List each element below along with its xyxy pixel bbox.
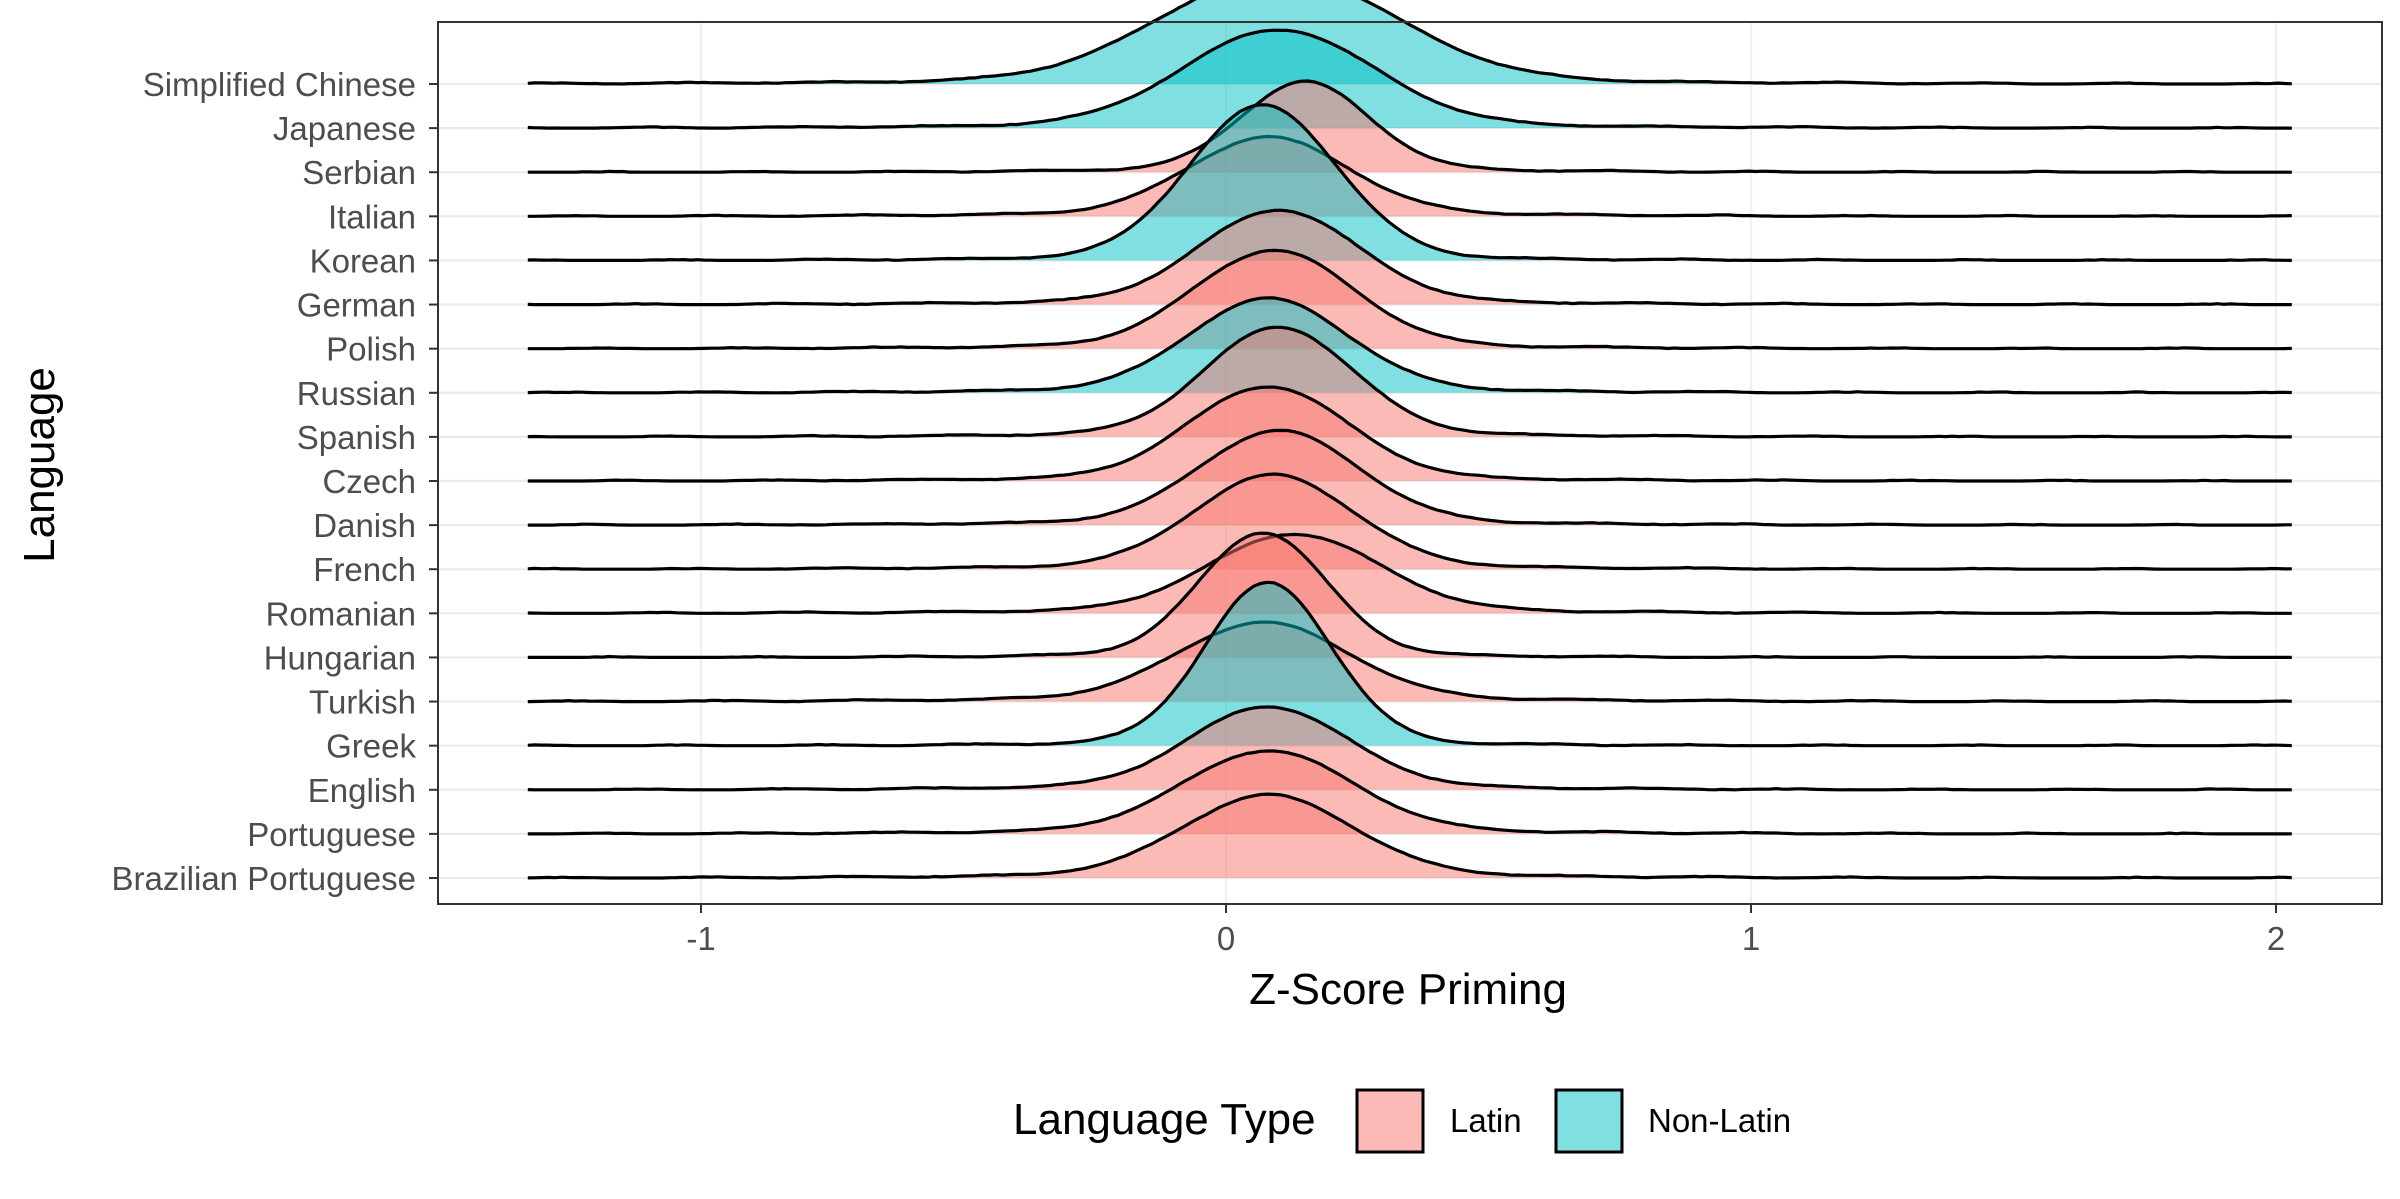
legend-title: Language Type	[1013, 1095, 1316, 1144]
y-tick-label: Romanian	[266, 595, 416, 632]
ridge-english	[527, 705, 2292, 792]
y-tick-label: Italian	[328, 198, 416, 235]
ridge-outline	[527, 620, 2292, 704]
ridge-outline	[527, 79, 2292, 174]
legend: Language Type Latin Non-Latin	[1013, 1088, 1791, 1154]
ridge-outline	[527, 103, 2292, 262]
ridge-fill	[527, 136, 2292, 217]
ridge-outline	[527, 428, 2292, 527]
ridge-fill	[527, 707, 2292, 790]
y-tick-label: Serbian	[302, 154, 416, 191]
y-tick-label: Portuguese	[247, 816, 416, 853]
x-tick-label: 2	[2267, 920, 2285, 957]
y-axis-title: Language	[15, 367, 64, 563]
legend-key-latin	[1355, 1088, 1425, 1154]
x-axis: -1 0 1 2	[686, 904, 2285, 957]
x-tick-label: 0	[1217, 920, 1235, 957]
legend-key-non-latin	[1554, 1088, 1624, 1154]
panel-border-rect	[437, 21, 2383, 905]
ridge-outline	[527, 296, 2292, 395]
ridge-outline	[527, 325, 2292, 439]
legend-label-non-latin: Non-Latin	[1648, 1102, 1791, 1139]
ridge-outline	[527, 0, 2292, 86]
y-tick-label: Turkish	[309, 684, 416, 721]
y-tick-label: Russian	[297, 375, 416, 412]
ridge-fill	[527, 297, 2292, 393]
ridge-russian	[527, 296, 2292, 395]
ridge-outline	[527, 749, 2292, 836]
x-tick-label: 1	[1742, 920, 1760, 957]
y-tick-label: English	[308, 772, 416, 809]
ridge-outline	[527, 532, 2292, 615]
ridge-italian	[527, 134, 2292, 218]
ridge-fill	[527, 0, 2292, 84]
ridge-outline	[527, 580, 2292, 748]
ridge-hungarian	[527, 531, 2292, 659]
ridge-outline	[527, 28, 2292, 130]
y-tick-label: Polish	[326, 331, 416, 368]
ridge-greek	[527, 580, 2292, 748]
ridge-fill	[527, 30, 2292, 129]
ridge-fill	[527, 81, 2292, 173]
y-tick-label: Brazilian Portuguese	[111, 860, 416, 897]
y-tick-label: German	[297, 287, 416, 324]
ridge-fill	[527, 794, 2292, 878]
plot-border	[437, 21, 2383, 905]
x-tick-label: -1	[686, 920, 715, 957]
ridge-outline	[527, 385, 2292, 483]
ridge-czech	[527, 385, 2292, 483]
y-tick-label: Greek	[326, 728, 416, 765]
y-tick-label: Hungarian	[264, 639, 416, 676]
y-tick-label: French	[313, 551, 416, 588]
y-tick-label: Spanish	[297, 419, 416, 456]
ridge-french	[527, 472, 2292, 571]
ridge-fill	[527, 622, 2292, 702]
ridge-fill	[527, 534, 2292, 614]
ridge-polish	[527, 248, 2292, 351]
ridge-outline	[527, 208, 2292, 307]
ridge-outline	[527, 531, 2292, 659]
y-tick-label: Simplified Chinese	[143, 66, 416, 103]
ridge-fill	[527, 250, 2292, 349]
ridge-outline	[527, 472, 2292, 571]
ridge-serbian	[527, 79, 2292, 174]
ridge-fill	[527, 430, 2292, 526]
ridge-outline	[527, 705, 2292, 792]
ridge-outline	[527, 792, 2292, 880]
x-axis-title: Z-Score Priming	[1249, 965, 1567, 1014]
ridge-turkish	[527, 620, 2292, 704]
ridge-fill	[527, 751, 2292, 834]
ridge-japanese	[527, 28, 2292, 130]
ridge-portuguese	[527, 749, 2292, 836]
ridge-romanian	[527, 532, 2292, 615]
ridge-spanish	[527, 325, 2292, 439]
ridge-simplified-chinese	[527, 0, 2292, 86]
density-ridges	[527, 0, 2292, 880]
y-tick-label: Czech	[322, 463, 416, 500]
ridge-outline	[527, 134, 2292, 218]
y-tick-label: Danish	[313, 507, 416, 544]
ridge-german	[527, 208, 2292, 307]
ridge-korean	[527, 103, 2292, 262]
y-axis: Simplified Chinese Japanese Serbian Italian…	[111, 66, 438, 897]
ridge-fill	[527, 327, 2292, 437]
y-tick-label: Korean	[310, 242, 416, 279]
ridge-fill	[527, 210, 2292, 305]
ridge-danish	[527, 428, 2292, 527]
y-tick-label: Japanese	[273, 110, 416, 147]
legend-label-latin: Latin	[1450, 1102, 1522, 1139]
ridge-outline	[527, 248, 2292, 351]
ridge-brazilian-portuguese	[527, 792, 2292, 880]
ridge-fill	[527, 474, 2292, 570]
